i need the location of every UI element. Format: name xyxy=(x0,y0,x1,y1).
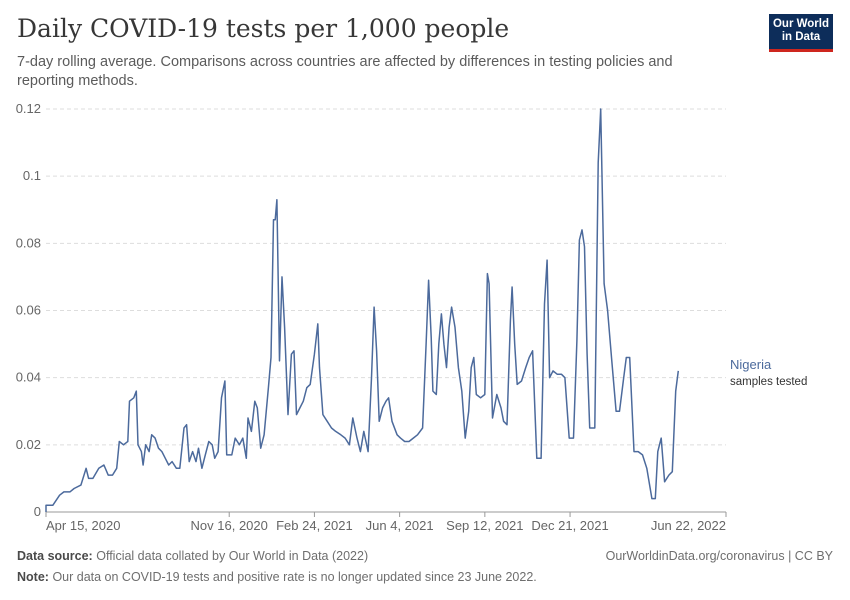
note-text: Our data on COVID-19 tests and positive … xyxy=(52,570,537,584)
y-tick-label: 0.08 xyxy=(16,235,41,250)
x-tick-label: Apr 15, 2020 xyxy=(46,518,120,533)
x-tick-label: Dec 21, 2021 xyxy=(531,518,608,533)
data-source-line: Data source: Official data collated by O… xyxy=(17,549,368,563)
x-tick-label: Feb 24, 2021 xyxy=(276,518,353,533)
y-tick-label: 0.12 xyxy=(16,101,41,116)
owid-logo[interactable]: Our World in Data xyxy=(769,14,833,52)
x-tick-label: Jun 4, 2021 xyxy=(366,518,434,533)
site-link[interactable]: OurWorldinData.org/coronavirus | CC BY xyxy=(605,549,833,563)
logo-line-1: Our World xyxy=(772,18,829,30)
x-axis: Apr 15, 2020 Nov 16, 2020 Feb 24, 2021 Jun … xyxy=(45,511,727,533)
y-tick-label: 0.02 xyxy=(16,437,41,452)
x-tick-label: Sep 12, 2021 xyxy=(446,518,523,533)
x-tick-label: Nov 16, 2020 xyxy=(191,518,268,533)
logo-line-2: in Data xyxy=(781,31,821,43)
y-tick-label: 0.1 xyxy=(23,168,41,183)
source-label: Data source: xyxy=(17,549,93,563)
line-chart: 0 0.02 0.04 0.06 0.08 0.1 0.12 Apr 15, 2020 Nov… xyxy=(16,101,808,533)
note-line: Note: Our data on COVID-19 tests and pos… xyxy=(17,570,537,584)
y-tick-label: 0.04 xyxy=(16,370,41,385)
x-tick-label: Jun 22, 2022 xyxy=(651,518,726,533)
series-sublabel: samples tested xyxy=(730,376,807,388)
chart-title: Daily COVID-19 tests per 1,000 people xyxy=(17,14,510,43)
grid-lines xyxy=(46,108,726,446)
series-label: Nigeria xyxy=(730,357,772,372)
line-labels: Nigeria samples tested xyxy=(730,357,807,388)
note-label: Note: xyxy=(17,570,49,584)
series-line-nigeria[interactable] xyxy=(45,108,680,512)
series-layer xyxy=(45,108,680,512)
source-text: Official data collated by Our World in D… xyxy=(96,549,369,563)
chart-subtitle: 7-day rolling average. Comparisons acros… xyxy=(17,54,673,89)
y-tick-label: 0.06 xyxy=(16,303,41,318)
y-tick-label: 0 xyxy=(34,504,41,519)
y-axis: 0 0.02 0.04 0.06 0.08 0.1 0.12 xyxy=(16,101,41,519)
